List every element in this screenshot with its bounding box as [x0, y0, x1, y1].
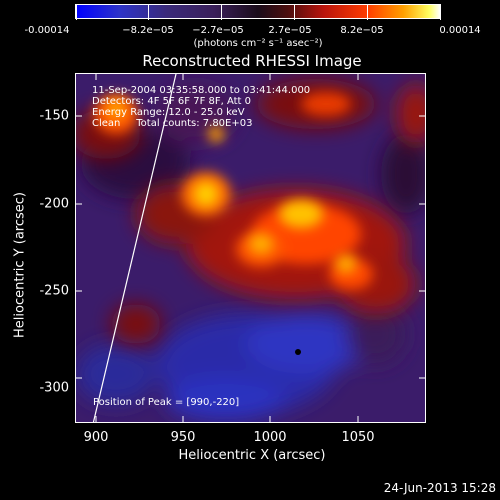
peak-marker — [295, 349, 301, 355]
colorbar-tick — [76, 4, 77, 20]
detectors-text: Detectors: 4F 5F 6F 7F 8F, Att 0 — [92, 96, 252, 107]
x-tick-label: 900 — [83, 430, 109, 445]
colorbar-tick-label: −2.7e−05 — [192, 25, 244, 36]
y-tick-label: -150 — [39, 108, 69, 124]
y-tick-label: -300 — [39, 380, 69, 396]
peak-position-text: Position of Peak = [990,-220] — [93, 397, 240, 408]
colorbar-tick-label: 2.7e−05 — [268, 25, 312, 36]
y-axis-label: Heliocentric Y (arcsec) — [12, 192, 28, 338]
colorbar-units: (photons cm⁻² s⁻¹ asec⁻²) — [193, 38, 323, 49]
colorbar-tick — [440, 4, 441, 20]
rhessi-image[interactable]: 11-Sep-2004 03:35:58.000 to 03:41:44.000… — [75, 73, 426, 423]
colorbar-tick — [148, 4, 149, 20]
colorbar-tick — [294, 4, 295, 20]
plot-timestamp: 24-Jun-2013 15:28 — [383, 481, 496, 495]
colorbar-tick — [367, 4, 368, 20]
colorbar-tick-label: −8.2e−05 — [122, 25, 174, 36]
colorbar-tick-label: 8.2e−05 — [340, 25, 384, 36]
x-tick-label: 950 — [170, 430, 196, 445]
colorbar-tick-label: -0.00014 — [24, 25, 70, 36]
x-axis-label: Heliocentric X (arcsec) — [178, 448, 326, 463]
colorbar-tick-label: 0.00014 — [439, 25, 481, 36]
colorbar — [75, 4, 441, 20]
colorbar-tick — [221, 4, 222, 20]
clean-counts-text: Clean Total counts: 7.80E+03 — [92, 118, 253, 129]
plot-title: Reconstructed RHESSI Image — [142, 52, 362, 70]
solar-limb-line — [92, 74, 177, 422]
rhessi-image-canvas — [76, 74, 425, 422]
x-tick-label: 1000 — [253, 430, 287, 445]
x-tick-label: 1050 — [341, 430, 375, 445]
energy-range-text: Energy Range: 12.0 - 25.0 keV — [92, 107, 245, 118]
y-tick-label: -200 — [39, 196, 69, 212]
y-tick-label: -250 — [39, 283, 69, 299]
time-range-text: 11-Sep-2004 03:35:58.000 to 03:41:44.000 — [92, 85, 311, 96]
